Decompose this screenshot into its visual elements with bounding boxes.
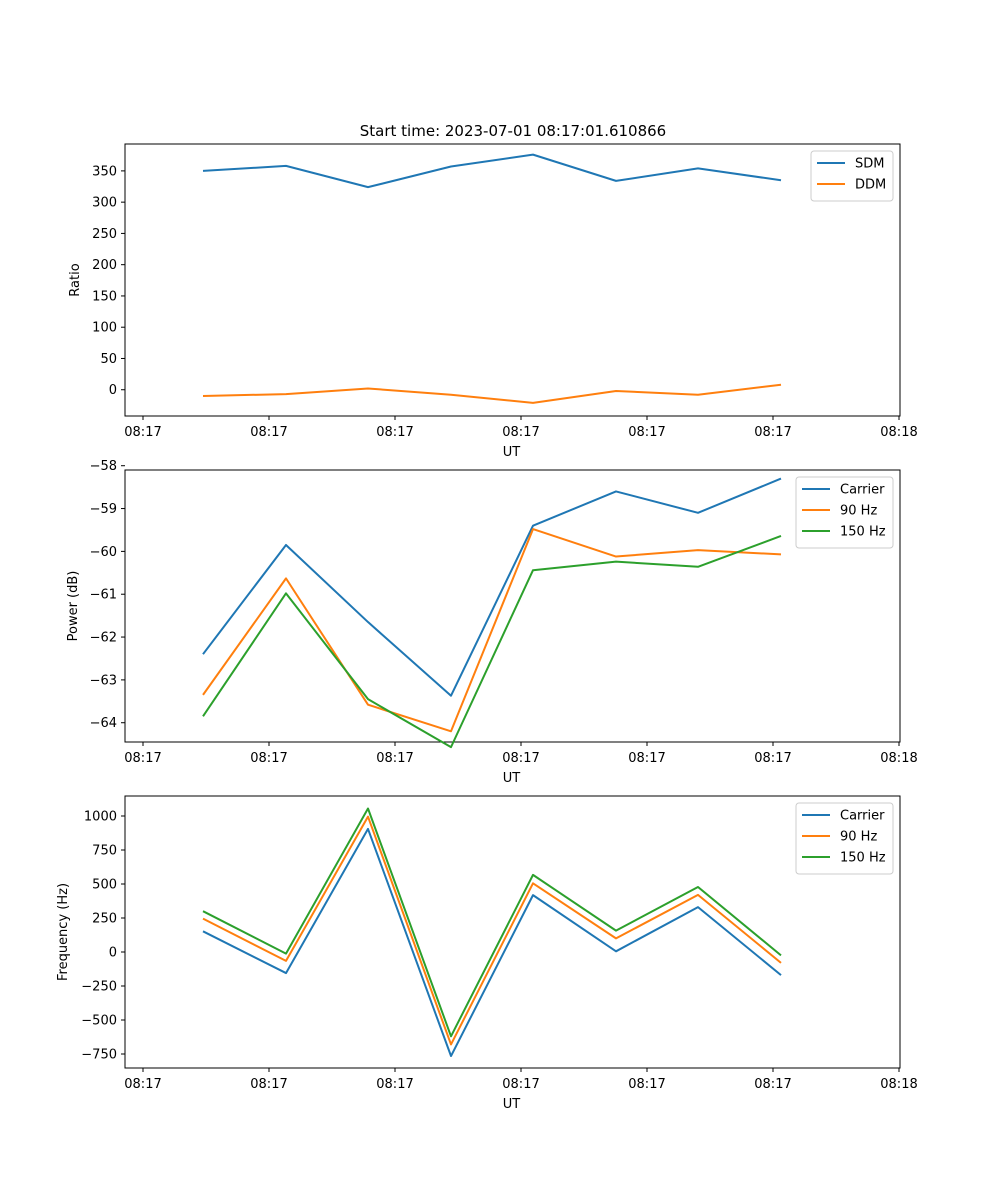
power-y-tick-label: −64	[90, 716, 117, 731]
ratio-y-tick-label: 350	[92, 164, 117, 179]
frequency-legend-label: Carrier	[840, 809, 885, 824]
power-legend-label: 90 Hz	[840, 504, 877, 519]
ratio-y-tick-label: 0	[109, 383, 117, 398]
ratio-x-tick-label: 08:17	[628, 425, 665, 440]
power-x-tick-label: 08:17	[124, 751, 161, 766]
ratio-x-axis-label: UT	[503, 445, 521, 460]
frequency-y-tick-label: 1000	[84, 809, 117, 824]
frequency-axes-frame	[124, 795, 901, 1069]
frequency-x-tick-label: 08:17	[250, 1077, 287, 1092]
power-y-tick-label: −62	[90, 631, 117, 646]
ratio-y-tick-label: 150	[92, 289, 117, 304]
power-panel: 08:17 08:17 08:17 08:17 08:17 08:17 08:18 −64 −6…	[66, 459, 918, 786]
power-x-axis-label: UT	[503, 771, 521, 786]
frequency-y-tick-label: 750	[92, 843, 117, 858]
chart-title: Start time: 2023-07-01 08:17:01.610866	[360, 122, 666, 140]
ratio-x-tick-label: 08:17	[754, 425, 791, 440]
ratio-panel: 08:17 08:17 08:17 08:17 08:17 08:17 08:18 0 50 10…	[68, 143, 918, 460]
power-series-90-hz-line	[202, 528, 782, 733]
frequency-y-axis-label: Frequency (Hz)	[56, 883, 71, 981]
ratio-x-tick-label: 08:18	[880, 425, 917, 440]
ratio-y-tick-label: 300	[92, 196, 117, 211]
ratio-y-tick-label: 250	[92, 227, 117, 242]
frequency-x-tick-label: 08:18	[880, 1077, 917, 1092]
power-legend-label: Carrier	[840, 483, 885, 498]
power-y-tick-label: −58	[90, 459, 117, 474]
power-y-axis-label: Power (dB)	[66, 571, 81, 642]
frequency-series-carrier-line	[202, 827, 782, 1058]
frequency-x-axis-label: UT	[503, 1097, 521, 1112]
ratio-y-tick-label: 50	[100, 352, 117, 367]
ratio-series-ddm-line	[202, 383, 782, 404]
power-axes-frame	[124, 469, 901, 743]
ratio-y-tick-label: 100	[92, 321, 117, 336]
ratio-y-tick-label: 200	[92, 258, 117, 273]
ratio-legend-label: DDM	[855, 178, 886, 193]
frequency-y-tick-label: −750	[81, 1047, 117, 1062]
frequency-legend-label: 150 Hz	[840, 851, 886, 866]
frequency-y-tick-label: 0	[109, 945, 117, 960]
frequency-panel: 08:17 08:17 08:17 08:17 08:17 08:17 08:18 −750 −…	[56, 795, 918, 1112]
ratio-y-axis-label: Ratio	[68, 263, 83, 296]
power-y-tick-label: −60	[90, 545, 117, 560]
power-x-tick-label: 08:17	[250, 751, 287, 766]
frequency-x-tick-label: 08:17	[124, 1077, 161, 1092]
power-series-150-hz-line	[202, 535, 782, 749]
frequency-y-tick-label: 250	[92, 911, 117, 926]
frequency-x-tick-label: 08:17	[376, 1077, 413, 1092]
power-series-carrier-line	[202, 477, 782, 697]
ratio-x-tick-label: 08:17	[376, 425, 413, 440]
frequency-y-tick-label: −500	[81, 1013, 117, 1028]
frequency-x-tick-label: 08:17	[754, 1077, 791, 1092]
ratio-legend-label: SDM	[855, 157, 884, 172]
power-x-tick-label: 08:17	[502, 751, 539, 766]
ratio-series-sdm-line	[202, 153, 782, 189]
power-legend-label: 150 Hz	[840, 525, 886, 540]
ratio-x-tick-label: 08:17	[124, 425, 161, 440]
ratio-x-tick-label: 08:17	[250, 425, 287, 440]
frequency-x-tick-label: 08:17	[502, 1077, 539, 1092]
frequency-x-tick-label: 08:17	[628, 1077, 665, 1092]
power-x-tick-label: 08:17	[376, 751, 413, 766]
power-y-tick-label: −61	[90, 588, 117, 603]
power-y-tick-label: −59	[90, 502, 117, 517]
power-x-tick-label: 08:17	[628, 751, 665, 766]
power-x-tick-label: 08:18	[880, 751, 917, 766]
power-x-tick-label: 08:17	[754, 751, 791, 766]
ratio-x-tick-label: 08:17	[502, 425, 539, 440]
ratio-axes-frame	[124, 143, 901, 417]
frequency-legend-label: 90 Hz	[840, 830, 877, 845]
frequency-y-tick-label: 500	[92, 877, 117, 892]
frequency-y-tick-label: −250	[81, 979, 117, 994]
frequency-series-150-hz-line	[202, 807, 782, 1038]
frequency-series-90-hz-line	[202, 815, 782, 1046]
power-y-tick-label: −63	[90, 673, 117, 688]
